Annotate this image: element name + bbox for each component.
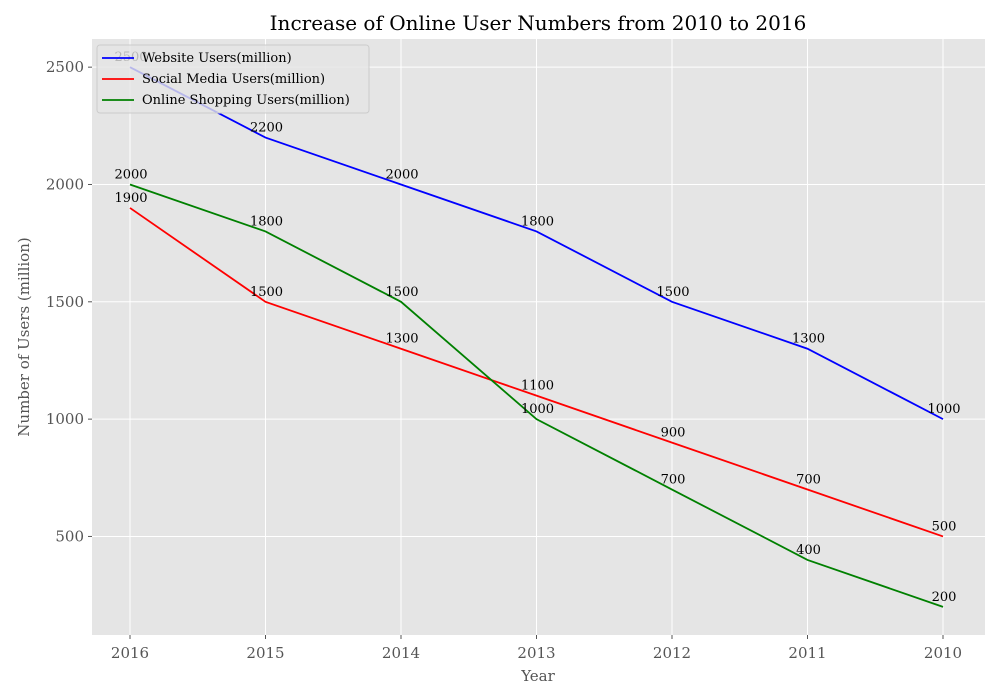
series-line-2 [129,207,944,538]
data-label: 1800 [521,214,554,229]
data-label: 2200 [250,121,283,136]
x-tick-label: 2015 [246,644,284,662]
series-line-3 [129,183,944,608]
x-axis-ticks: 2016 2015 2014 2013 2012 2011 2010 [111,635,962,662]
data-label: 1100 [521,379,554,394]
data-label: 1300 [385,332,418,347]
data-label: 900 [661,426,686,441]
data-label: 1900 [114,191,147,206]
series-lines [129,66,944,608]
legend-box [96,44,370,114]
data-label: 400 [796,543,821,558]
x-axis-label: Year [520,667,555,685]
data-label: 700 [661,473,686,488]
legend-label: Online Shopping Users(million) [142,93,350,108]
series-line-1 [129,66,944,420]
data-labels: 2500220020001800150013001000190015001300… [114,50,960,605]
x-tick-label: 2013 [517,644,555,662]
data-label: 2000 [114,167,147,182]
plot-background [92,39,985,635]
data-label: 1000 [521,402,554,417]
data-label: 1500 [250,285,283,300]
data-label: 700 [796,473,821,488]
data-label: 1300 [792,332,825,347]
data-label: 1500 [656,285,689,300]
data-label: 1800 [250,214,283,229]
data-label: 1000 [927,402,960,417]
data-label: 2000 [385,167,418,182]
y-tick-label: 2000 [46,175,84,193]
y-tick-label: 500 [55,527,84,545]
legend: Website Users(million) Social Media Users… [96,44,370,114]
chart-title: Increase of Online User Numbers from 201… [270,11,807,35]
x-tick-label: 2012 [653,644,691,662]
data-label: 1500 [385,285,418,300]
y-axis-label: Number of Users (million) [15,237,33,436]
y-axis-ticks: 500 1000 1500 2000 2500 [46,58,92,545]
x-tick-label: 2014 [382,644,420,662]
x-tick-label: 2010 [924,644,962,662]
x-tick-label: 2016 [111,644,149,662]
data-label: 200 [932,590,957,605]
data-label: 500 [932,519,957,534]
y-tick-label: 1500 [46,293,84,311]
y-tick-label: 2500 [46,58,84,76]
legend-label: Social Media Users(million) [142,72,325,87]
x-tick-label: 2011 [788,644,826,662]
y-tick-label: 1000 [46,410,84,428]
legend-label: Website Users(million) [142,51,292,66]
